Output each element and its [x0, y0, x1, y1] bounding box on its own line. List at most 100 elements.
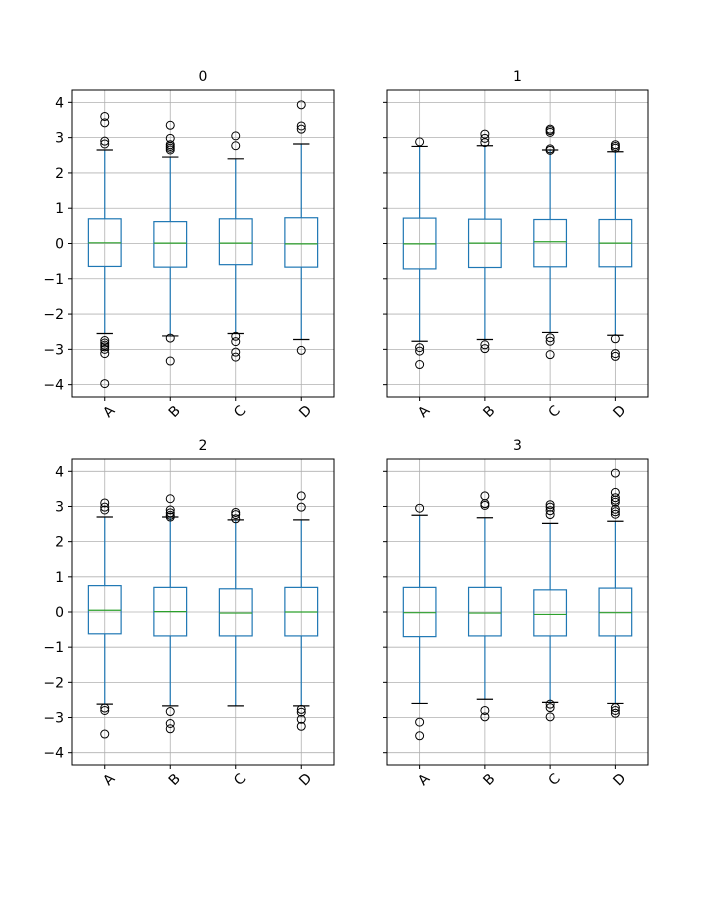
flier-point — [296, 714, 306, 724]
flier-point — [100, 136, 110, 146]
box-body — [598, 587, 633, 637]
subplot-title: 3 — [513, 438, 522, 454]
y-tick-label: 1 — [55, 570, 64, 586]
box-D — [598, 468, 633, 718]
flier-point — [296, 704, 306, 714]
flier-point — [100, 703, 110, 713]
y-tick-label: 4 — [55, 464, 64, 480]
y-tick-label: 0 — [55, 605, 64, 621]
flier-point — [296, 124, 306, 134]
box-C — [218, 507, 253, 707]
y-tick-label: −3 — [43, 711, 64, 727]
y-tick-label: −4 — [43, 378, 64, 394]
y-tick-label: 4 — [55, 95, 64, 111]
flier-point — [415, 503, 425, 513]
flier-point — [610, 708, 620, 718]
subplot-1: A B C D1 — [383, 69, 649, 421]
flier-point — [231, 510, 241, 520]
flier-point — [480, 133, 490, 143]
box-body — [218, 588, 253, 637]
y-tick-label: −2 — [43, 675, 64, 691]
y-tick-label: 3 — [55, 499, 64, 515]
flier-point — [296, 345, 306, 355]
flier-point — [480, 340, 490, 350]
flier-point — [165, 724, 175, 734]
flier-point — [545, 699, 555, 709]
flier-point — [165, 494, 175, 504]
flier-point — [100, 342, 110, 352]
flier-point — [165, 145, 175, 155]
box-B — [153, 494, 188, 734]
flier-point — [296, 121, 306, 131]
y-tick-label: −1 — [43, 640, 64, 656]
flier-point — [100, 705, 110, 715]
box-B — [153, 120, 188, 366]
flier-point — [165, 707, 175, 717]
flier-point — [415, 346, 425, 356]
flier-point — [610, 507, 620, 517]
flier-point — [100, 349, 110, 359]
flier-point — [610, 351, 620, 361]
flier-point — [100, 505, 110, 515]
box-B — [467, 491, 502, 722]
box-D — [598, 140, 633, 361]
flier-point — [480, 344, 490, 354]
flier-point — [165, 333, 175, 343]
flier-point — [610, 493, 620, 503]
flier-point — [480, 138, 490, 148]
flier-point — [296, 707, 306, 717]
flier-point — [415, 731, 425, 741]
flier-point — [545, 127, 555, 137]
flier-point — [610, 495, 620, 505]
flier-point — [610, 143, 620, 153]
flier-point — [231, 352, 241, 362]
y-tick-label: −1 — [43, 272, 64, 288]
flier-point — [165, 718, 175, 728]
box-A — [87, 498, 122, 739]
flier-point — [165, 120, 175, 130]
y-tick-label: 1 — [55, 201, 64, 217]
box-A — [402, 137, 437, 370]
box-A — [87, 111, 122, 389]
flier-point — [296, 491, 306, 501]
flier-point — [545, 350, 555, 360]
box-body — [402, 586, 437, 638]
flier-point — [231, 141, 241, 151]
flier-point — [415, 717, 425, 727]
flier-point — [100, 139, 110, 149]
flier-point — [100, 118, 110, 128]
box-D — [284, 100, 319, 355]
box-body — [153, 221, 188, 268]
box-body — [284, 217, 319, 268]
flier-point — [545, 336, 555, 346]
box-C — [533, 500, 568, 722]
subplot-title: 0 — [199, 69, 208, 85]
flier-point — [100, 379, 110, 389]
flier-point — [100, 111, 110, 121]
y-tick-label: 3 — [55, 131, 64, 147]
flier-point — [545, 145, 555, 155]
flier-point — [165, 508, 175, 518]
box-A — [402, 503, 437, 741]
flier-point — [165, 505, 175, 515]
box-body — [218, 218, 253, 266]
flier-point — [415, 343, 425, 353]
flier-point — [545, 502, 555, 512]
y-tick-label: −3 — [43, 342, 64, 358]
flier-point — [415, 360, 425, 370]
flier-point — [296, 502, 306, 512]
box-body — [533, 218, 568, 268]
flier-point — [231, 131, 241, 141]
y-tick-label: −4 — [43, 746, 64, 762]
flier-point — [545, 510, 555, 520]
y-tick-label: −2 — [43, 307, 64, 323]
flier-point — [165, 512, 175, 522]
flier-point — [415, 137, 425, 147]
box-C — [218, 131, 253, 362]
flier-point — [545, 500, 555, 510]
flier-point — [610, 703, 620, 713]
